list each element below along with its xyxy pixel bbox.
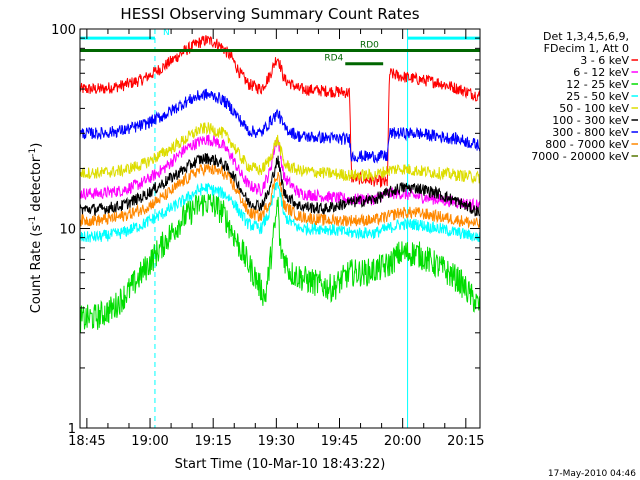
y-axis-label-mid: detector — [29, 156, 44, 216]
y-axis-label-end: ) — [29, 143, 44, 148]
y-axis-label-main: Count Rate (s — [29, 225, 44, 314]
x-tick-label-2: 19:15 — [194, 434, 231, 449]
legend-entry-100-300-kev: 100 - 300 keV — [552, 114, 629, 127]
series-layer — [80, 35, 480, 333]
legend-entry-50-100-kev: 50 - 100 keV — [559, 102, 629, 115]
annotations: N RD4 RD0 — [80, 28, 480, 66]
y-axis: 1 10 100 — [51, 23, 480, 437]
chart-title: HESSI Observing Summary Count Rates — [120, 5, 419, 23]
series-line-3-6-kev — [80, 35, 480, 188]
rd4-label: RD4 — [324, 54, 343, 64]
y-tick-label-2: 100 — [51, 23, 76, 38]
legend: Det 1,3,4,5,6,9, FDecim 1, Att 0 3 - 6 k… — [531, 30, 638, 163]
night-label: N — [163, 28, 170, 38]
x-tick-label-6: 20:15 — [447, 434, 484, 449]
y-tick-label-1: 10 — [59, 223, 76, 238]
y-axis-label-sup-2: -1 — [28, 148, 38, 157]
legend-entry-3-6-kev: 3 - 6 keV — [580, 54, 629, 67]
y-tick-label-0: 1 — [68, 422, 76, 437]
timestamp: 17-May-2010 04:46 — [548, 469, 636, 479]
legend-entry-6-12-kev: 6 - 12 keV — [573, 66, 629, 79]
x-tick-label-0: 18:45 — [68, 434, 105, 449]
x-tick-label-5: 20:00 — [384, 434, 421, 449]
x-tick-label-1: 19:00 — [131, 434, 168, 449]
series-line-300-800-kev — [80, 88, 480, 164]
legend-entry-7000-20000-kev: 7000 - 20000 keV — [531, 150, 629, 163]
rd0-label: RD0 — [360, 41, 379, 51]
x-axis-label: Start Time (10-Mar-10 18:43:22) — [175, 457, 386, 472]
y-axis-label: Count Rate (s-1 detector-1) — [28, 143, 44, 314]
legend-entry-12-25-kev: 12 - 25 keV — [566, 78, 629, 91]
series-line-800-7000-kev — [80, 164, 480, 230]
x-tick-label-3: 19:30 — [258, 434, 295, 449]
legend-entry-300-800-kev: 300 - 800 keV — [552, 126, 629, 139]
legend-header-line-1: Det 1,3,4,5,6,9, — [543, 30, 629, 43]
series-line-25-50-kev — [80, 181, 480, 243]
y-axis-label-sup-1: -1 — [28, 216, 38, 225]
legend-entry-25-50-kev: 25 - 50 keV — [566, 90, 629, 103]
legend-entry-800-7000-kev: 800 - 7000 keV — [545, 138, 629, 151]
series-line-12-25-kev — [80, 193, 480, 333]
series-line-50-100-kev — [80, 122, 480, 185]
x-tick-label-4: 19:45 — [321, 434, 358, 449]
legend-header-line-2: FDecim 1, Att 0 — [544, 42, 629, 55]
series-line-100-300-kev — [80, 152, 480, 217]
x-axis: 18:45 19:00 19:15 19:30 19:45 20:00 20:15 — [68, 29, 485, 449]
